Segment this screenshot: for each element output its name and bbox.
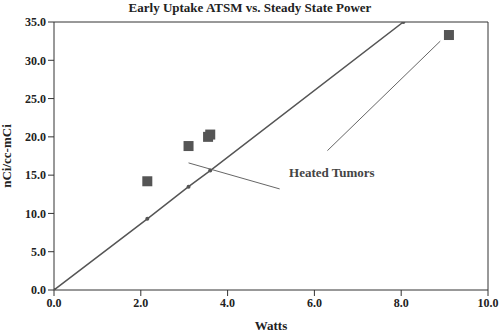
- svg-text:Heated Tumors: Heated Tumors: [289, 165, 375, 180]
- svg-text:2.0: 2.0: [133, 296, 148, 310]
- svg-text:0.0: 0.0: [47, 296, 62, 310]
- svg-text:Watts: Watts: [255, 318, 288, 333]
- svg-text:25.0: 25.0: [25, 92, 46, 106]
- svg-text:15.0: 15.0: [25, 168, 46, 182]
- svg-text:20.0: 20.0: [25, 130, 46, 144]
- svg-text:5.0: 5.0: [31, 245, 46, 259]
- svg-text:nCi/cc-mCi: nCi/cc-mCi: [8, 124, 14, 188]
- svg-text:30.0: 30.0: [25, 54, 46, 68]
- svg-text:35.0: 35.0: [25, 15, 46, 29]
- svg-text:10.0: 10.0: [478, 296, 493, 310]
- svg-text:6.0: 6.0: [307, 296, 322, 310]
- svg-text:4.0: 4.0: [220, 296, 235, 310]
- svg-text:8.0: 8.0: [394, 296, 409, 310]
- html-text:Early Uptake ATSM vs. Steady S: Early Uptake ATSM vs. Steady State Power: [128, 0, 372, 15]
- svg-text:0.0: 0.0: [31, 283, 46, 297]
- svg-text:10.0: 10.0: [25, 207, 46, 221]
